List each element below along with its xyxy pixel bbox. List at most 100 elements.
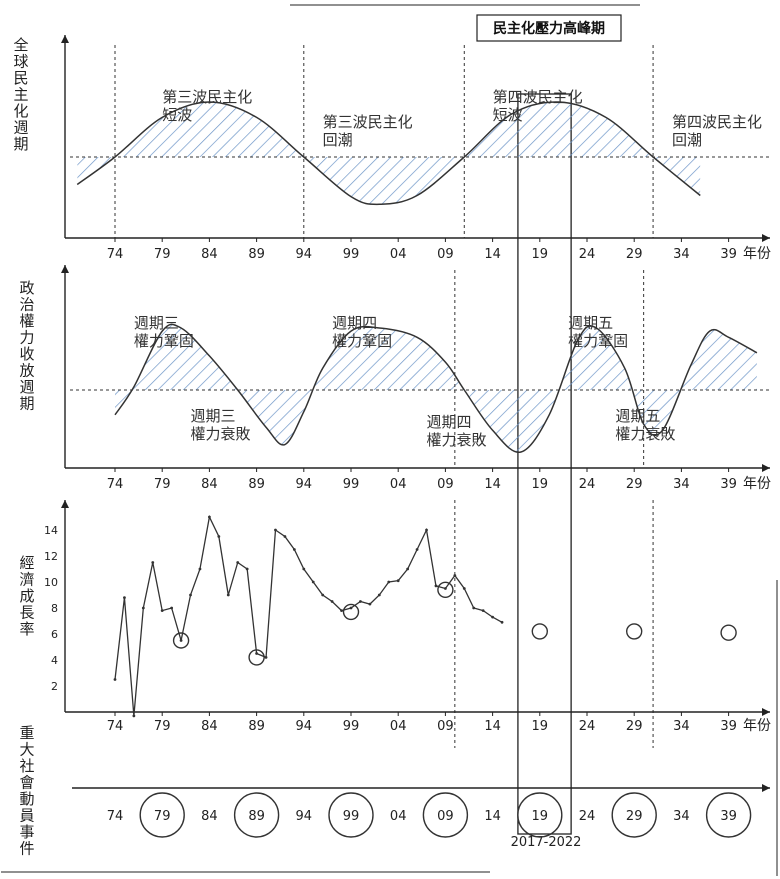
p3-ytick-label: 6 [51,628,58,641]
p2-annotation: 週期五權力鞏固 [568,314,628,350]
p3-xtick-label: 99 [343,719,360,734]
p3-growth-point [208,515,211,519]
p3-growth-point [340,609,343,612]
p3-growth-point [491,615,494,619]
p3-growth-point [217,535,221,538]
panel-social-mobilization: 重大社會動員事件 74 79 84 89 94 99 04 09 14 19 24 29 34 39 [19,724,770,858]
p3-growth-point [141,606,145,610]
p2-xtick-label: 04 [390,477,407,492]
p4-xtick-label: 24 [579,809,596,824]
p1-annotation: 第三波民主化短波 [162,88,252,124]
panel-political-power: 政治權力收放週期 74 79 84 89 94 99 04 09 14 19 24 29 34 39 年份 週… [19,265,771,492]
p4-event-circle [139,792,185,838]
p3-low-point-circle [437,581,454,598]
p3-growth-point [151,561,155,564]
p1-year-unit: 年份 [743,246,771,262]
p1-hatch-fill [77,101,701,205]
p2-curve [114,323,758,453]
p3-growth-point [368,602,372,606]
peak-title: 民主化壓力高峰期 [493,20,605,37]
p4-xtick-label: 89 [248,809,265,824]
p4-event-circle [705,792,752,838]
p1-xtick-label: 84 [201,247,218,262]
p1-xtick-label: 34 [673,247,690,262]
p3-ytick-label: 12 [44,550,58,563]
p3-growth-point [255,652,258,655]
p1-xtick-label: 94 [296,247,313,262]
p3-growth-point [264,656,268,659]
p3-growth-point [179,639,183,642]
p2-annotation: 週期三權力鞏固 [134,314,194,350]
p3-xtick-label: 84 [201,719,218,734]
p4-xtick-label: 84 [201,809,218,824]
p3-xtick-label: 19 [532,719,549,734]
peak-range-label: 2017-2022 [511,835,582,850]
panel-global-democracy: 全球民主化週期 74 79 84 89 94 99 04 09 14 19 24 29 34 39 年份 第三… [13,35,771,262]
p4-event-circle [517,792,563,838]
p3-growth-point [425,528,428,532]
p3-xtick-label: 34 [673,719,690,734]
p2-xtick-label: 89 [248,477,265,492]
p1-xtick-label: 89 [248,247,265,262]
p3-xtick-label: 89 [248,719,265,734]
p3-growth-point [113,678,117,681]
panel4-ylabel: 重大社會動員事件 [19,724,34,858]
p4-event-circle [233,792,280,838]
p1-xtick-label: 74 [107,247,124,262]
p4-x-arrow [762,784,770,792]
p3-x-arrow [762,708,770,716]
p3-growth-point [359,600,362,603]
p1-curve [76,101,701,206]
p4-xtick-label: 39 [720,809,737,824]
p2-year-unit: 年份 [743,476,771,492]
p4-xtick-label: 79 [154,809,171,824]
p3-growth-point [349,606,353,610]
p4-xtick-label: 99 [343,809,360,824]
p3-marked-year-circle [531,623,548,640]
p3-xtick-label: 94 [296,719,313,734]
p4-event-circle [611,792,657,838]
p3-xtick-label: 39 [720,719,737,734]
p4-xtick-label: 29 [626,809,643,824]
p2-x-arrow [762,464,770,472]
p3-growth-point [170,606,174,610]
p3-xtick-label: 04 [390,719,407,734]
p4-xtick-label: 94 [296,809,313,824]
p1-x-arrow [762,234,770,242]
p4-xtick-label: 74 [107,809,124,824]
p3-xtick-label: 24 [579,719,596,734]
p1-annotation: 第四波民主化短波 [493,88,583,124]
p3-growth-point [311,580,315,584]
p3-xtick-label: 29 [626,719,643,734]
p3-marked-year-circle [720,624,737,641]
p3-growth-point [189,593,192,597]
p3-ytick-label: 2 [51,680,58,693]
p3-growth-point [160,609,164,612]
p2-xtick-label: 84 [201,477,218,492]
p3-growth-point [462,587,466,590]
p3-growth-point [396,579,400,583]
p3-growth-point [283,535,287,538]
p2-xtick-label: 99 [343,477,360,492]
p3-growth-point [387,580,391,584]
p3-growth-point [198,567,202,571]
p2-xtick-label: 29 [626,477,643,492]
p3-growth-point [406,567,410,571]
p3-growth-point [434,584,438,588]
p4-xtick-label: 14 [484,809,501,824]
p3-ytick-label: 8 [51,602,58,615]
p2-annotation: 週期四權力鞏固 [332,314,392,350]
p2-annotation: 週期五權力衰敗 [615,407,675,443]
p3-y-arrow [61,500,69,508]
peak-period-rect [517,93,572,835]
p2-xtick-label: 24 [579,477,596,492]
peak-period-box [517,93,572,835]
p3-growth-point [302,567,306,571]
p1-xtick-label: 24 [579,247,596,262]
p4-xtick-label: 34 [673,809,690,824]
p3-growth-point [274,528,277,532]
p3-growth-point [453,574,457,577]
p1-xtick-label: 39 [720,247,737,262]
